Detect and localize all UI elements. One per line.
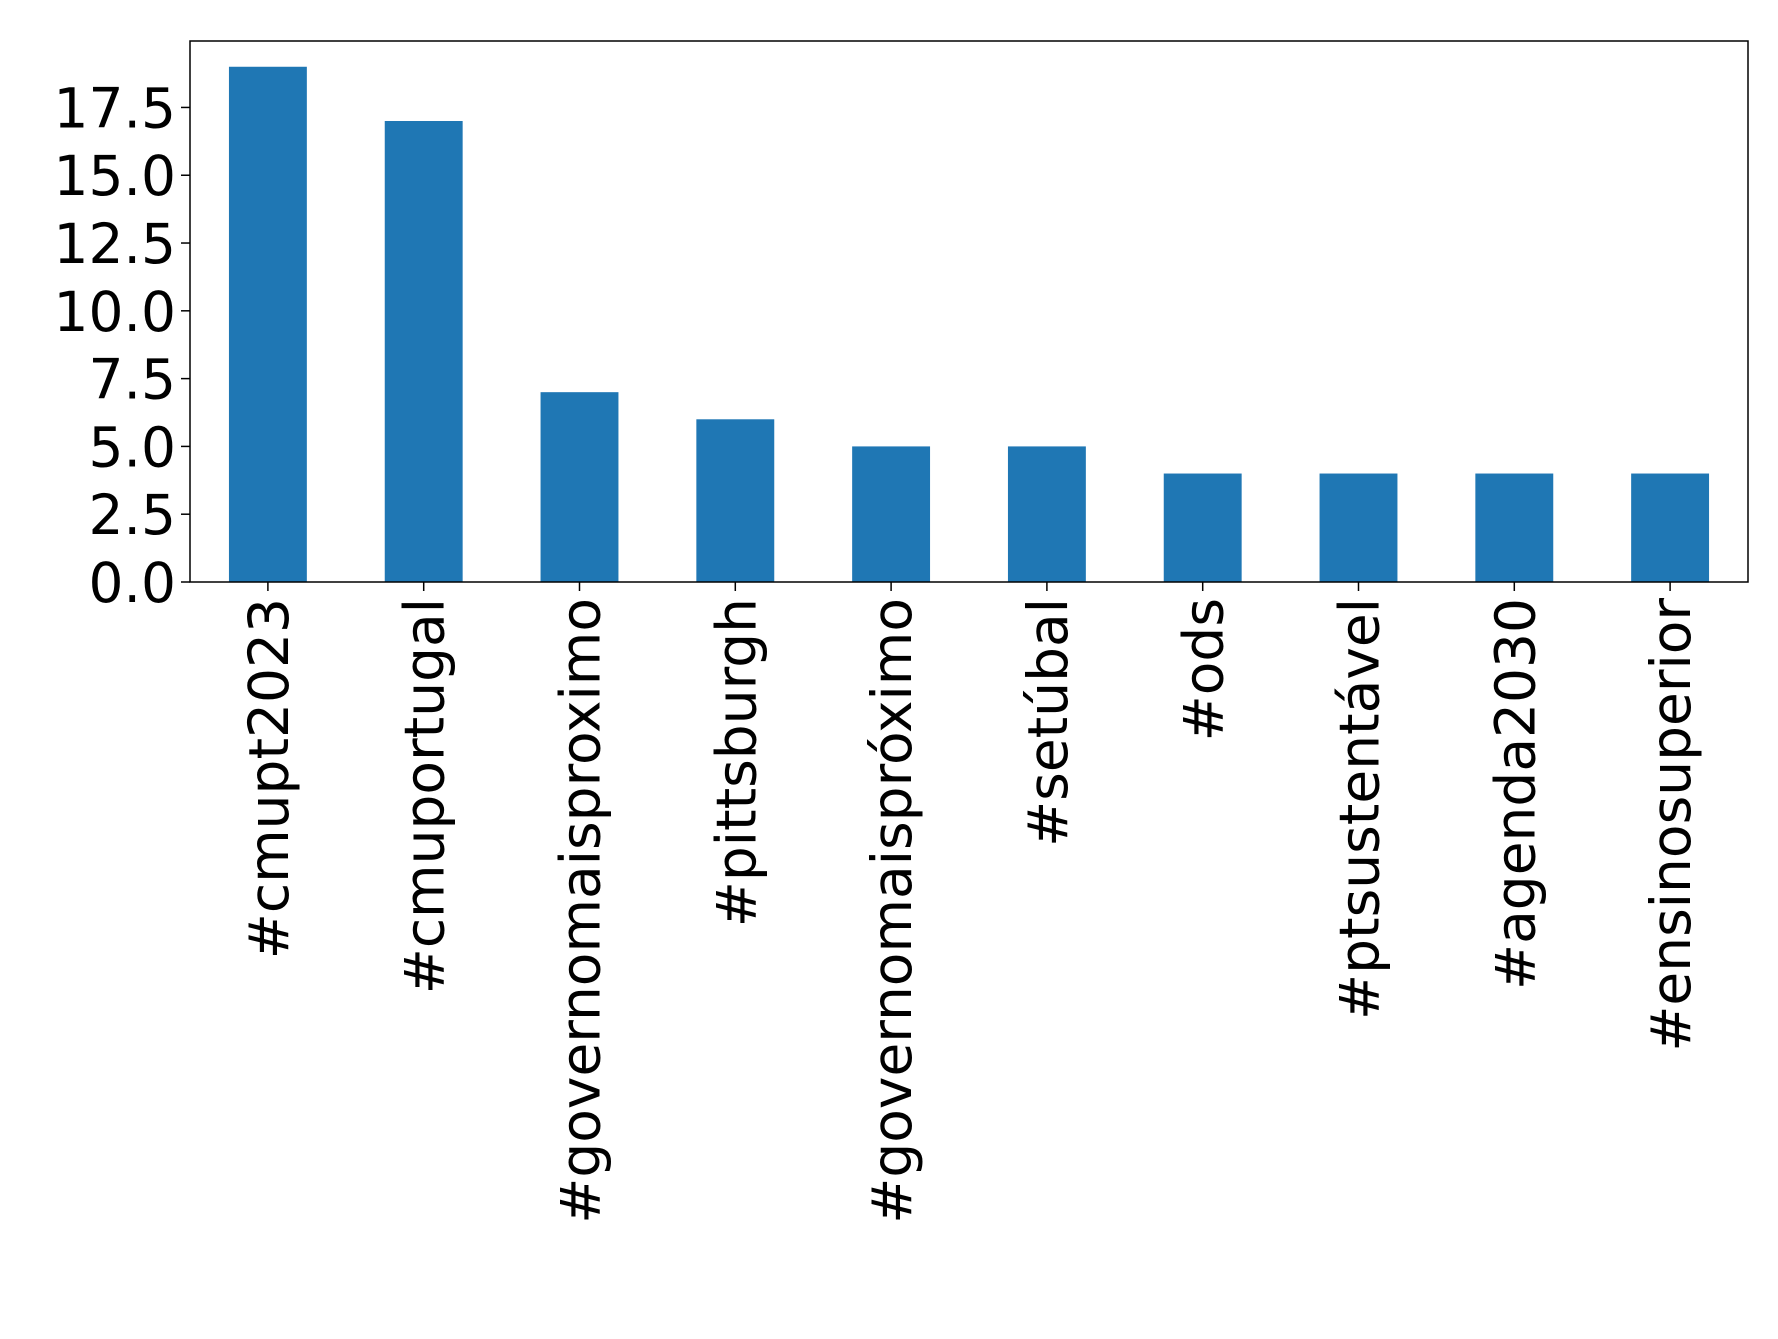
x-tick-label: #ensinosuperior bbox=[1639, 598, 1703, 1052]
bar bbox=[1163, 473, 1242, 582]
x-tick-label: #ods bbox=[1172, 598, 1236, 741]
y-tick-label: 5.0 bbox=[89, 415, 176, 479]
plot-frame bbox=[189, 40, 1749, 583]
y-tick-label: 2.5 bbox=[89, 483, 176, 547]
bar bbox=[228, 66, 307, 582]
y-tick-label: 7.5 bbox=[89, 348, 176, 412]
y-tick-label: 0.0 bbox=[89, 551, 176, 615]
bar bbox=[1007, 446, 1086, 582]
x-tick-label: #cmupt2023 bbox=[237, 598, 301, 959]
x-tick-label: #setúbal bbox=[1016, 598, 1080, 847]
x-tick-label: #pittsburgh bbox=[704, 598, 768, 927]
x-tick-label: #agenda2030 bbox=[1483, 598, 1547, 990]
bar bbox=[852, 446, 931, 582]
x-tick-label: #ptsustentável bbox=[1328, 598, 1392, 1020]
y-tick-label: 10.0 bbox=[54, 280, 176, 344]
bar bbox=[696, 419, 775, 582]
bar bbox=[540, 392, 619, 582]
y-tick-label: 12.5 bbox=[54, 212, 176, 276]
x-tick-label: #governomaispróximo bbox=[860, 598, 924, 1224]
x-tick-label: #cmuportugal bbox=[393, 598, 457, 994]
bar bbox=[1475, 473, 1554, 582]
bar bbox=[1631, 473, 1710, 582]
y-tick-label: 15.0 bbox=[54, 144, 176, 208]
bar bbox=[384, 120, 463, 582]
bar bbox=[1319, 473, 1398, 582]
y-tick-label: 17.5 bbox=[54, 76, 176, 140]
x-tick-label: #governomaisproximo bbox=[549, 598, 613, 1224]
